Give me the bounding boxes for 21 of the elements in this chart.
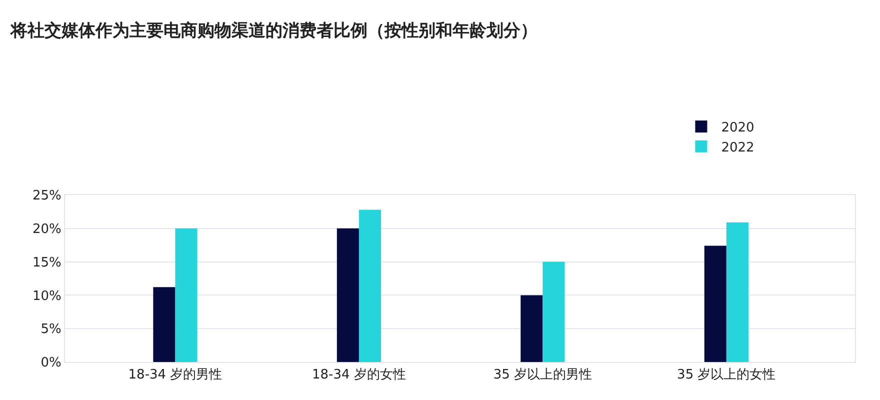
x-tick-label: 35 岁以上的女性 [677, 368, 776, 383]
bar [336, 228, 359, 362]
bar [726, 222, 748, 362]
y-tick-label: 20% [32, 222, 62, 237]
bar [542, 262, 565, 362]
legend-label: 2020 [721, 120, 754, 136]
legend-label: 2022 [721, 140, 754, 156]
bar [704, 246, 726, 362]
y-tick-label: 25% [32, 188, 62, 204]
bar [175, 228, 198, 362]
x-tick-label: 35 岁以上的男性 [493, 368, 592, 383]
y-tick-label: 0% [40, 356, 62, 371]
bar [358, 210, 381, 362]
y-tick-label: 10% [32, 288, 62, 304]
x-tick-label: 18-34 岁的男性 [128, 368, 222, 383]
x-tick-label: 18-34 岁的女性 [312, 368, 406, 383]
bar [153, 287, 176, 362]
chart-title: 将社交媒体作为主要电商购物渠道的消费者比例（按性别和年龄划分） [10, 20, 538, 41]
y-tick-label: 5% [40, 322, 62, 338]
y-tick-label: 15% [32, 255, 62, 270]
bar [520, 295, 543, 362]
